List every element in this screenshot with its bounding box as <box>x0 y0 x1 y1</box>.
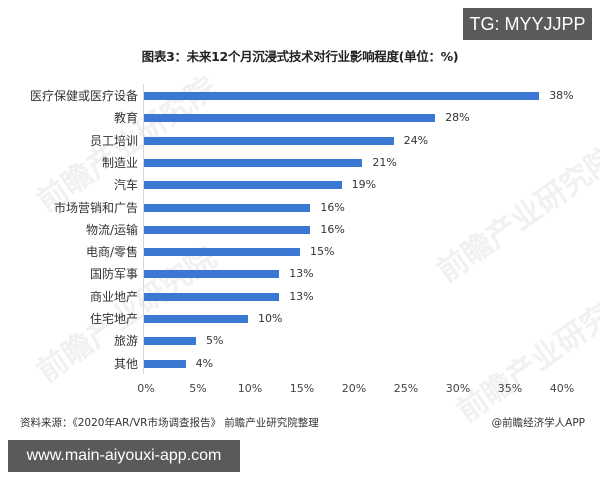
x-tick-label: 30% <box>445 382 471 395</box>
value-label: 28% <box>445 111 470 125</box>
bar <box>144 114 436 123</box>
bar <box>144 92 540 100</box>
bar-row: 员工培训 24% <box>0 133 600 149</box>
bar <box>144 181 342 190</box>
credit-note: @前瞻经济学人APP <box>491 417 585 429</box>
category-label: 教育 <box>113 111 138 126</box>
value-label: 5% <box>206 334 224 348</box>
category-label: 制造业 <box>101 155 138 170</box>
x-tick-label: 0% <box>137 382 155 395</box>
value-label: 21% <box>372 155 397 169</box>
category-label: 其他 <box>113 356 138 371</box>
value-label: 10% <box>258 312 283 325</box>
x-tick-label: 20% <box>341 382 367 395</box>
tg-badge: TG: MYYJJPP <box>463 8 592 40</box>
bar-row: 医疗保健或医疗设备 38% <box>0 88 600 104</box>
category-label: 电商/零售 <box>85 245 138 260</box>
bar <box>144 203 311 212</box>
value-label: 38% <box>549 89 574 102</box>
value-label: 13% <box>289 289 314 303</box>
bar-chart: 前瞻产业研究院 前瞻产业研究院 前瞻产业研究院 前瞻产业研究院 医疗保健或医疗设… <box>0 70 600 429</box>
category-label: 物流/运输 <box>85 222 138 237</box>
x-tick-label: 10% <box>237 382 263 395</box>
value-label: 19% <box>351 178 377 192</box>
bar <box>144 337 196 346</box>
x-tick-label: 15% <box>289 382 315 395</box>
value-label: 24% <box>403 133 429 147</box>
bar <box>144 270 280 279</box>
y-axis-line <box>143 84 144 374</box>
bar <box>144 158 363 167</box>
bar-row: 商业地产 13% <box>0 289 600 305</box>
value-label: 4% <box>195 356 214 370</box>
category-label: 汽车 <box>113 178 138 193</box>
bar-row: 国防军事 13% <box>0 266 600 282</box>
x-tick-label: 40% <box>549 382 575 395</box>
bar-row: 电商/零售 15% <box>0 244 600 260</box>
category-label: 旅游 <box>113 334 138 349</box>
bar-row: 汽车 19% <box>0 177 600 193</box>
value-label: 15% <box>310 245 335 259</box>
bar-row: 其他 4% <box>0 356 600 372</box>
category-label: 员工培训 <box>89 133 138 148</box>
x-tick-label: 35% <box>497 382 523 395</box>
category-label: 市场营销和广告 <box>53 200 138 215</box>
bar <box>144 248 300 257</box>
bar <box>144 225 311 234</box>
chart-title: 图表3：未来12个月沉浸式技术对行业影响程度(单位：%) <box>141 49 459 64</box>
bar-row: 市场营销和广告 16% <box>0 200 600 216</box>
url-badge: www.main-aiyouxi-app.com <box>8 440 240 472</box>
bar-row: 制造业 21% <box>0 155 600 171</box>
value-label: 16% <box>320 200 345 214</box>
bar <box>144 136 394 145</box>
category-label: 商业地产 <box>89 289 138 304</box>
bar <box>144 359 186 368</box>
source-note: 资料来源：《2020年AR/VR市场调查报告》 前瞻产业研究院整理 <box>20 417 319 429</box>
category-label: 住宅地产 <box>89 312 138 326</box>
bar-row: 物流/运输 16% <box>0 222 600 238</box>
value-label: 16% <box>320 222 345 236</box>
bar <box>144 315 248 323</box>
category-label: 医疗保健或医疗设备 <box>29 89 138 103</box>
category-label: 国防军事 <box>89 267 138 282</box>
bar-row: 教育 28% <box>0 110 600 126</box>
value-label: 13% <box>289 267 314 281</box>
bar-row: 旅游 5% <box>0 333 600 349</box>
bar <box>144 292 280 301</box>
x-tick-label: 5% <box>189 382 207 395</box>
x-tick-label: 25% <box>393 382 419 395</box>
bar-row: 住宅地产 10% <box>0 311 600 327</box>
